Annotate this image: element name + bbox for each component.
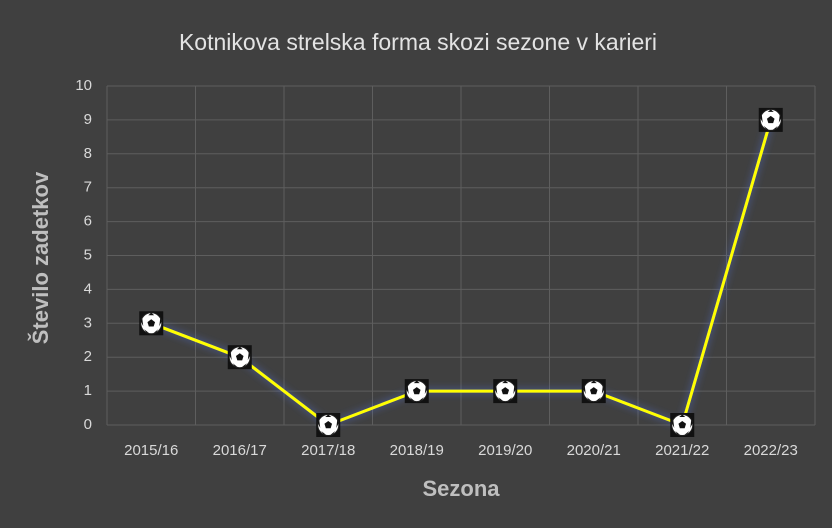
- y-tick-label: 2: [84, 348, 92, 365]
- marker-patch: [325, 414, 332, 417]
- marker-patch: [767, 109, 774, 112]
- x-tick-label: 2022/23: [744, 442, 798, 459]
- marker-patch: [671, 420, 675, 428]
- marker-patch: [778, 114, 782, 123]
- marker-patch: [324, 421, 333, 429]
- marker-patch: [494, 386, 498, 395]
- marker: [670, 413, 695, 437]
- marker-patch: [336, 420, 339, 428]
- marker-patch: [766, 115, 775, 124]
- marker-patch: [684, 431, 690, 435]
- y-tick-label: 1: [84, 382, 92, 399]
- marker-patch: [159, 318, 162, 327]
- marker-patch: [144, 329, 150, 334]
- marker: [227, 345, 252, 370]
- x-tick-label: 2018/19: [390, 442, 444, 459]
- plot: [139, 107, 783, 437]
- marker-patch: [498, 397, 504, 402]
- marker: [493, 379, 518, 404]
- line: [150, 119, 773, 427]
- x-tick-label: 2019/20: [478, 442, 532, 459]
- marker-patch: [330, 431, 336, 435]
- marker-patch: [247, 352, 251, 361]
- x-tick-label: 2016/17: [213, 442, 267, 459]
- marker-patch: [760, 114, 763, 123]
- marker-patch: [589, 387, 598, 395]
- marker-patch: [241, 363, 247, 368]
- marker-patch: [583, 386, 586, 395]
- marker-patch: [153, 329, 159, 334]
- x-tick-label: 2020/21: [567, 442, 621, 459]
- marker-patch: [690, 420, 693, 428]
- marker-patch: [409, 397, 415, 402]
- marker-patch: [406, 386, 409, 395]
- marker-patch: [229, 352, 232, 361]
- marker-patch: [502, 380, 509, 384]
- marker-patch: [147, 319, 156, 327]
- marker-patch: [412, 387, 421, 395]
- marker-patch: [501, 387, 510, 395]
- marker-patch: [586, 397, 592, 402]
- marker-patch: [679, 414, 686, 417]
- chart-title: Kotnikova strelska forma skozi sezone v …: [179, 29, 657, 55]
- x-axis-label: Sezona: [422, 476, 500, 501]
- x-tick-label: 2017/18: [301, 442, 355, 459]
- y-tick-label: 4: [84, 280, 92, 297]
- marker-patch: [236, 346, 243, 350]
- y-tick-label: 3: [84, 314, 92, 331]
- marker: [581, 379, 606, 404]
- marker-patch: [413, 380, 420, 384]
- marker-patch: [424, 386, 428, 395]
- marker: [139, 311, 164, 336]
- y-tick-label: 0: [84, 416, 92, 433]
- x-tick-label: 2021/22: [655, 442, 709, 459]
- marker-patch: [235, 353, 244, 361]
- marker-patch: [590, 380, 597, 384]
- marker-patch: [678, 421, 687, 429]
- marker-patch: [418, 397, 424, 402]
- marker: [404, 379, 429, 404]
- y-axis-label: Število zadetkov: [28, 171, 53, 344]
- marker-patch: [595, 397, 601, 402]
- y-tick-label: 6: [84, 213, 92, 230]
- x-tick-label: 2015/16: [124, 442, 178, 459]
- y-tick-label: 8: [84, 145, 92, 162]
- marker-patch: [317, 420, 321, 428]
- marker-patch: [232, 363, 238, 368]
- y-tick-label: 9: [84, 111, 92, 128]
- y-tick-label: 7: [84, 179, 92, 196]
- y-tick-label: 10: [75, 77, 92, 94]
- marker: [316, 413, 341, 437]
- y-tick-label: 5: [84, 246, 92, 263]
- marker: [758, 107, 783, 132]
- marker-patch: [675, 431, 681, 435]
- marker-patch: [513, 386, 516, 395]
- marker-patch: [321, 431, 327, 435]
- marker-patch: [601, 386, 605, 395]
- marker-patch: [507, 397, 513, 402]
- marker-patch: [148, 312, 155, 316]
- marker-patch: [140, 318, 144, 327]
